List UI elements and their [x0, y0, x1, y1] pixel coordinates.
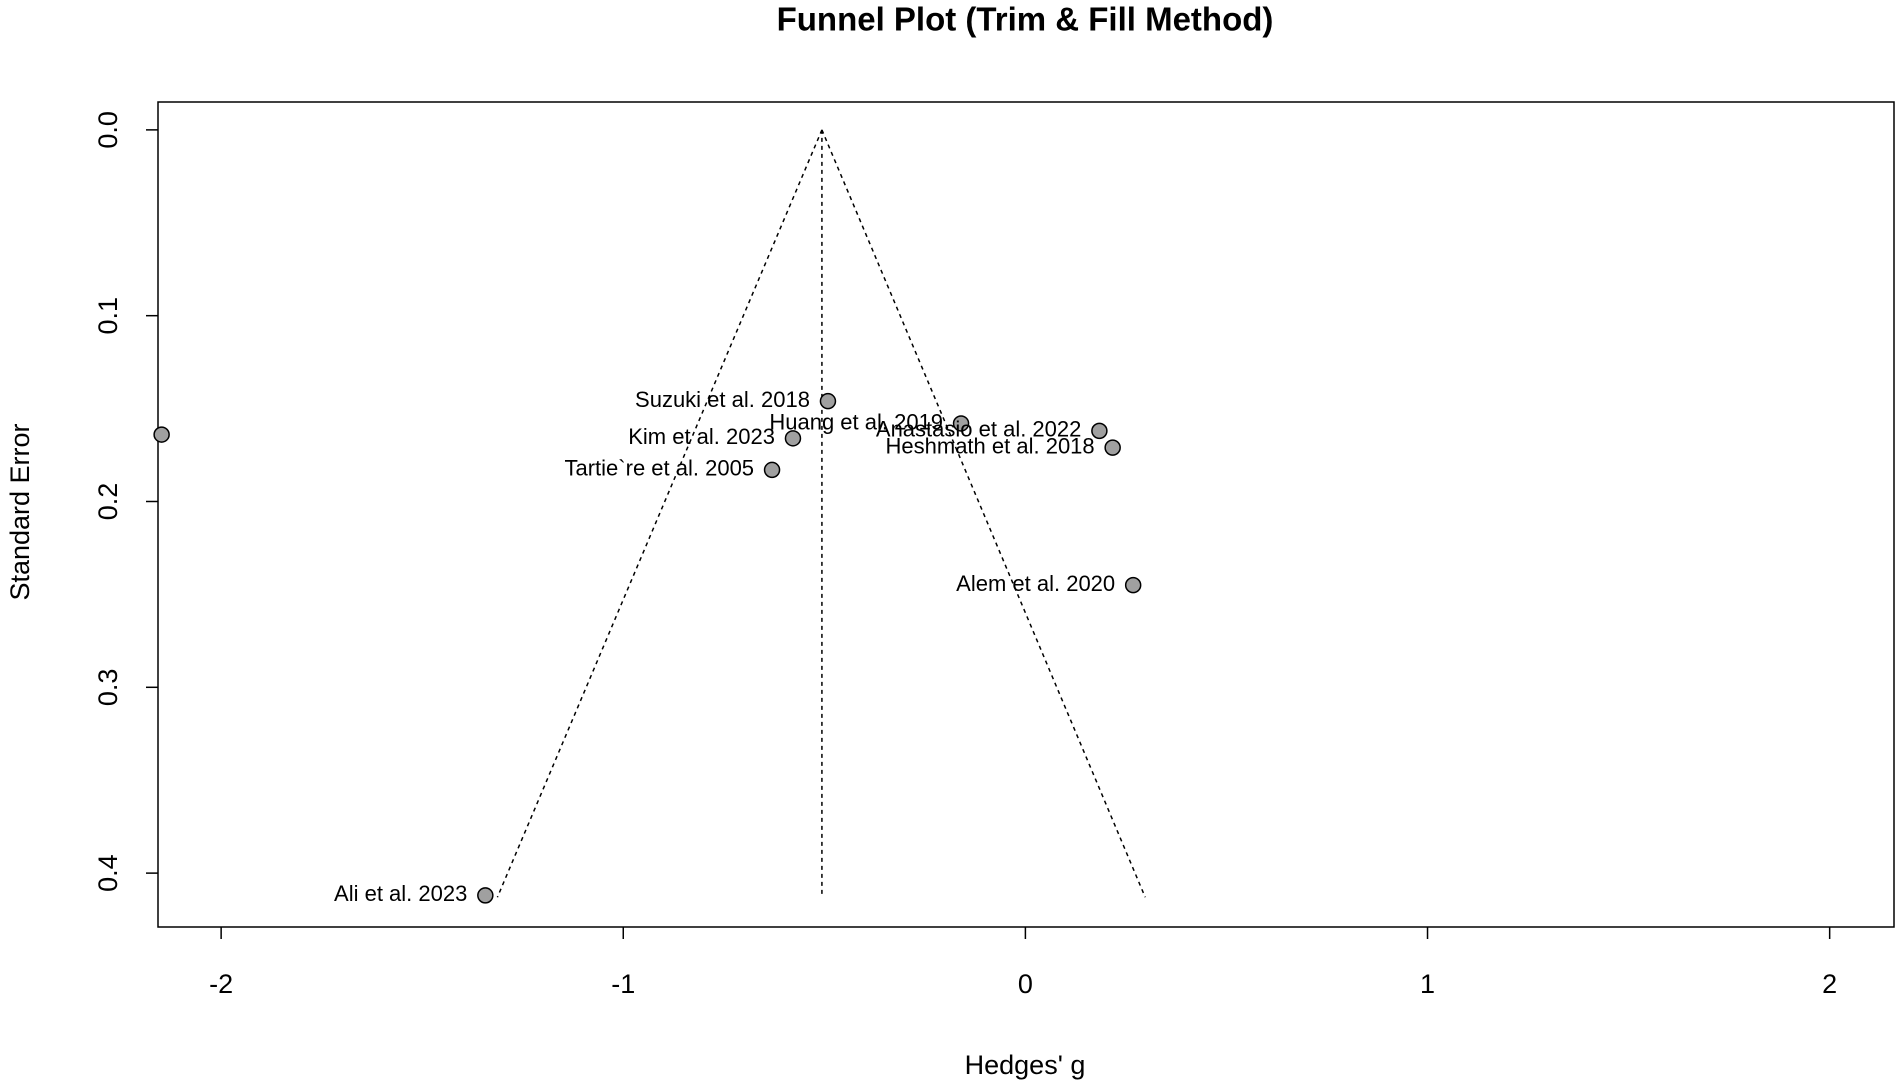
study-label: Heshmath et al. 2018	[886, 433, 1095, 458]
x-tick-label: -1	[611, 969, 635, 999]
study-point	[153, 426, 170, 443]
study-point	[1091, 422, 1108, 440]
x-axis-title: Hedges' g	[965, 1050, 1086, 1080]
y-tick-label: 0.2	[93, 483, 123, 521]
y-tick-label: 0.1	[93, 297, 123, 335]
chart-title: Funnel Plot (Trim & Fill Method)	[777, 1, 1274, 38]
study-point	[952, 415, 970, 432]
plot-frame	[157, 101, 1895, 928]
study-label: Suzuki et al. 2018	[635, 387, 810, 412]
study-label: Anastasio et al. 2022	[876, 417, 1081, 442]
study-label: Alem et al. 2020	[956, 571, 1115, 596]
study-label: Huang et al. 2019	[769, 409, 943, 434]
study-point	[1124, 576, 1142, 594]
study-point	[477, 887, 494, 904]
x-tick-label: 1	[1420, 969, 1435, 999]
y-tick-label: 0.3	[93, 669, 123, 707]
study-point	[819, 392, 837, 410]
y-axis-title: Standard Error	[5, 423, 35, 600]
study-point	[1104, 439, 1121, 456]
funnel-right-line	[821, 129, 1146, 898]
y-tick-label: 0.4	[93, 854, 123, 892]
x-tick-label: 2	[1822, 969, 1837, 999]
funnel-left-line	[496, 129, 823, 898]
study-label: Ali et al. 2023	[334, 881, 467, 906]
study-point	[784, 430, 802, 447]
x-tick-label: 0	[1018, 969, 1033, 999]
study-label: Tartie`re et al. 2005	[565, 456, 755, 481]
y-tick-label: 0.0	[93, 111, 123, 149]
x-tick-label: -2	[209, 969, 233, 999]
study-point	[763, 461, 781, 479]
study-label: Kim et al. 2023	[628, 424, 775, 449]
